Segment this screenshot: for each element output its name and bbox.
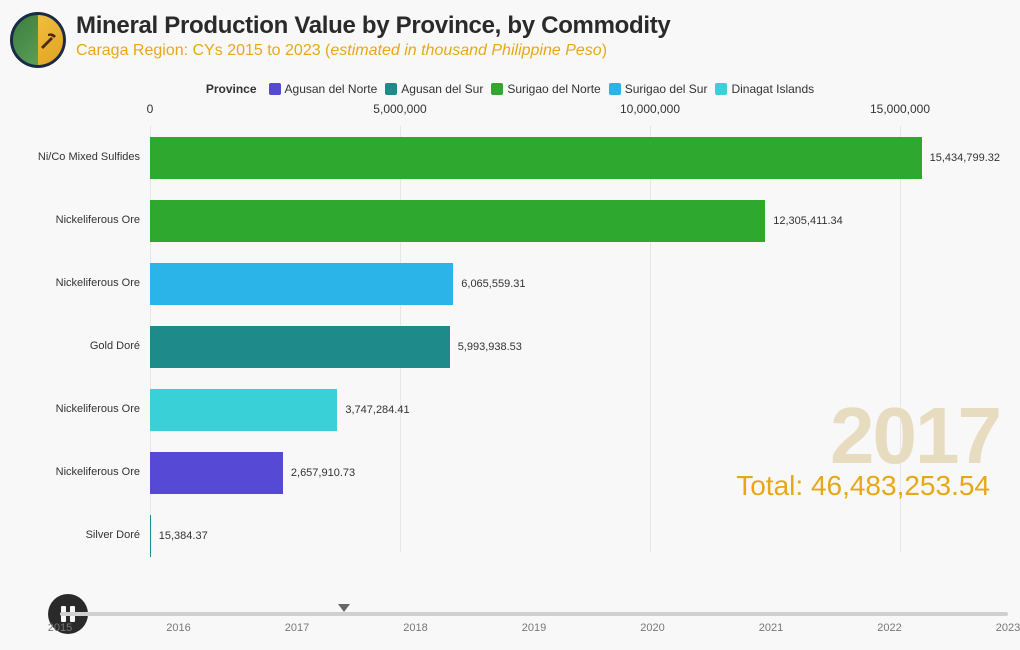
subtitle-suffix: ) bbox=[602, 42, 607, 59]
timeline-year-label: 2016 bbox=[166, 622, 190, 634]
bar[interactable] bbox=[150, 263, 453, 305]
bar-category-label: Ni/Co Mixed Sulfides bbox=[20, 151, 150, 164]
legend-item[interactable]: Dinagat Islands bbox=[715, 82, 814, 96]
timeline-year-label: 2020 bbox=[640, 622, 664, 634]
legend-swatch bbox=[609, 83, 621, 95]
subtitle-prefix: Caraga Region: CYs 2015 to 2023 ( bbox=[76, 42, 330, 59]
chart-title: Mineral Production Value by Province, by… bbox=[76, 12, 1010, 40]
bar-category-label: Nickeliferous Ore bbox=[20, 214, 150, 227]
legend-title: Province bbox=[206, 82, 257, 96]
timeline-year-label: 2022 bbox=[877, 622, 901, 634]
bar-category-label: Gold Doré bbox=[20, 340, 150, 353]
legend-label: Dinagat Islands bbox=[731, 82, 814, 96]
timeline-year-label: 2015 bbox=[48, 622, 72, 634]
timeline-year-label: 2017 bbox=[285, 622, 309, 634]
bar[interactable] bbox=[150, 389, 337, 431]
legend-swatch bbox=[715, 83, 727, 95]
bar-row: Nickeliferous Ore3,747,284.41 bbox=[150, 378, 1000, 441]
legend-item[interactable]: Surigao del Sur bbox=[609, 82, 708, 96]
legend-label: Surigao del Sur bbox=[625, 82, 708, 96]
legend-label: Agusan del Sur bbox=[401, 82, 483, 96]
header: Mineral Production Value by Province, by… bbox=[10, 12, 1010, 68]
legend-swatch bbox=[491, 83, 503, 95]
bar-row: Ni/Co Mixed Sulfides15,434,799.32 bbox=[150, 126, 1000, 189]
legend-swatch bbox=[385, 83, 397, 95]
timeline-year-label: 2023 bbox=[996, 622, 1020, 634]
bar-value-label: 15,384.37 bbox=[159, 530, 208, 542]
chart-area: 0 5,000,000 10,000,000 15,000,000 Ni/Co Mix… bbox=[150, 102, 1000, 552]
bar-value-label: 12,305,411.34 bbox=[773, 215, 843, 227]
bar[interactable] bbox=[150, 452, 283, 494]
subtitle-em: estimated in thousand Philippine Peso bbox=[330, 42, 601, 59]
timeline-year-label: 2021 bbox=[759, 622, 783, 634]
bar-value-label: 2,657,910.73 bbox=[291, 467, 355, 479]
timeline-year-label: 2018 bbox=[403, 622, 427, 634]
bar-category-label: Nickeliferous Ore bbox=[20, 277, 150, 290]
bar[interactable] bbox=[150, 326, 450, 368]
legend-label: Surigao del Norte bbox=[507, 82, 600, 96]
bar-row: Gold Doré5,993,938.53 bbox=[150, 315, 1000, 378]
axis-tick: 5,000,000 bbox=[373, 102, 426, 116]
bar-category-label: Nickeliferous Ore bbox=[20, 466, 150, 479]
chart-subtitle: Caraga Region: CYs 2015 to 2023 (estimat… bbox=[76, 42, 1010, 60]
bar[interactable] bbox=[150, 200, 765, 242]
legend-item[interactable]: Agusan del Norte bbox=[269, 82, 378, 96]
axis-tick: 15,000,000 bbox=[870, 102, 930, 116]
x-axis: 0 5,000,000 10,000,000 15,000,000 bbox=[150, 102, 1000, 126]
bar-value-label: 6,065,559.31 bbox=[461, 278, 525, 290]
bar-row: Silver Doré15,384.37 bbox=[150, 504, 1000, 567]
axis-tick: 0 bbox=[147, 102, 154, 116]
bar-value-label: 15,434,799.32 bbox=[930, 152, 1000, 164]
legend-swatch bbox=[269, 83, 281, 95]
legend-label: Agusan del Norte bbox=[285, 82, 378, 96]
bar[interactable] bbox=[150, 515, 151, 557]
bar[interactable] bbox=[150, 137, 922, 179]
legend: Province Agusan del Norte Agusan del Sur S… bbox=[10, 82, 1010, 96]
bar-row: Nickeliferous Ore6,065,559.31 bbox=[150, 252, 1000, 315]
timeline-track[interactable] bbox=[60, 612, 1008, 616]
axis-tick: 10,000,000 bbox=[620, 102, 680, 116]
bar-category-label: Silver Doré bbox=[20, 529, 150, 542]
timeline-marker[interactable] bbox=[338, 604, 350, 612]
total-prefix: Total: bbox=[736, 470, 811, 501]
legend-item[interactable]: Agusan del Sur bbox=[385, 82, 483, 96]
bar-row: Nickeliferous Ore12,305,411.34 bbox=[150, 189, 1000, 252]
total-value: 46,483,253.54 bbox=[811, 470, 990, 501]
timeline[interactable]: 201520162017201820192020202120222023 bbox=[60, 608, 1008, 640]
agency-logo bbox=[10, 12, 66, 68]
bar-category-label: Nickeliferous Ore bbox=[20, 403, 150, 416]
bar-value-label: 5,993,938.53 bbox=[458, 341, 522, 353]
timeline-year-label: 2019 bbox=[522, 622, 546, 634]
total-label: Total: 46,483,253.54 bbox=[736, 470, 990, 502]
legend-item[interactable]: Surigao del Norte bbox=[491, 82, 600, 96]
bar-value-label: 3,747,284.41 bbox=[345, 404, 409, 416]
